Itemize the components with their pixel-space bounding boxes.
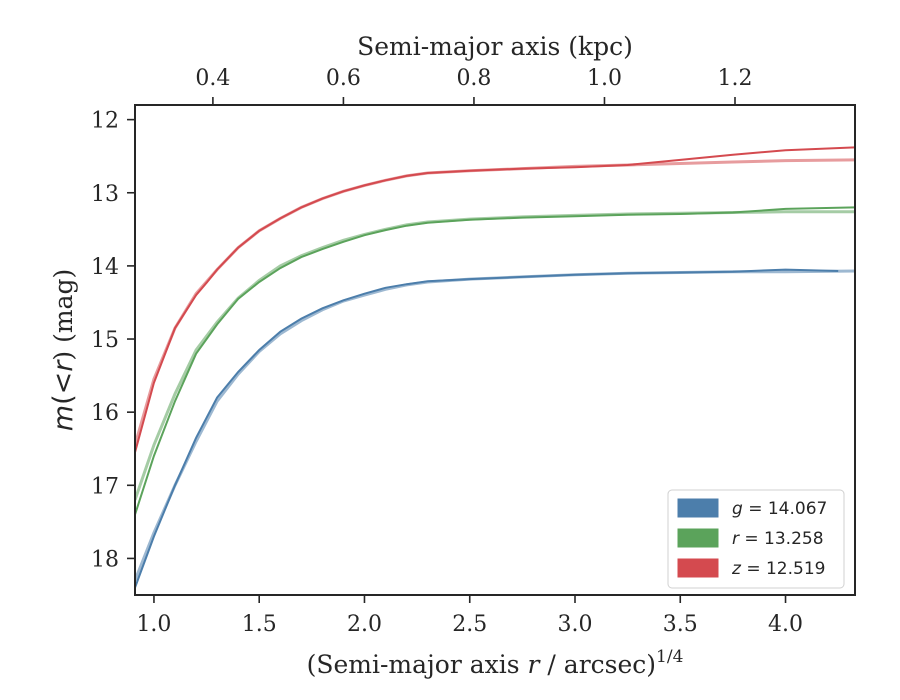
series-z-line (135, 146, 855, 453)
series-layer (135, 146, 855, 589)
series-r-line (135, 206, 855, 515)
x-tick-label: 1.0 (136, 612, 171, 637)
x-axis: 1.0 1.5 2.0 2.5 3.0 3.5 4.0 (136, 595, 803, 637)
series-r-model-line (135, 210, 855, 501)
x-tick-label: 4.0 (768, 612, 803, 637)
x-tick-label: 1.5 (242, 612, 277, 637)
x-axis-title: (Semi-major axis r / arcsec)1/4 (307, 647, 684, 679)
y-tick-label: 15 (91, 328, 119, 353)
y-tick-label: 16 (91, 401, 119, 426)
y-tick-label: 18 (91, 547, 119, 572)
x2-tick-label: 0.6 (326, 66, 361, 91)
series-g-line (135, 268, 839, 589)
secondary-x-axis: 0.4 0.6 0.8 1.0 1.2 (195, 66, 753, 105)
legend-label-z: z = 12.519 (731, 559, 825, 579)
legend-swatch-r (677, 528, 719, 548)
y-axis: 12 13 14 15 16 17 18 (91, 109, 135, 572)
x-tick-label: 3.0 (558, 612, 593, 637)
legend-label-g: g = 14.067 (732, 499, 827, 519)
legend-label-r: r = 13.258 (732, 529, 824, 549)
x-tick-label: 3.5 (663, 612, 698, 637)
legend-swatch-g (677, 498, 719, 518)
legend: g = 14.067 r = 13.258 z = 12.519 (667, 489, 845, 589)
x2-tick-label: 1.0 (587, 66, 622, 91)
y-tick-label: 12 (91, 109, 119, 134)
y-tick-label: 13 (91, 182, 119, 207)
y-axis-title: m(<r) (mag) (48, 269, 79, 431)
series-z-model-line (135, 158, 855, 446)
y-tick-label: 17 (91, 474, 119, 499)
x-tick-label: 2.5 (452, 612, 487, 637)
y-tick-label: 14 (91, 255, 119, 280)
x2-tick-label: 0.4 (195, 66, 230, 91)
x-tick-label: 2.0 (347, 612, 382, 637)
x2-tick-label: 1.2 (718, 66, 753, 91)
plot-frame (134, 104, 856, 596)
x2-axis-title: Semi-major axis (kpc) (357, 32, 633, 61)
x2-tick-label: 0.8 (456, 66, 491, 91)
legend-swatch-z (677, 558, 719, 578)
